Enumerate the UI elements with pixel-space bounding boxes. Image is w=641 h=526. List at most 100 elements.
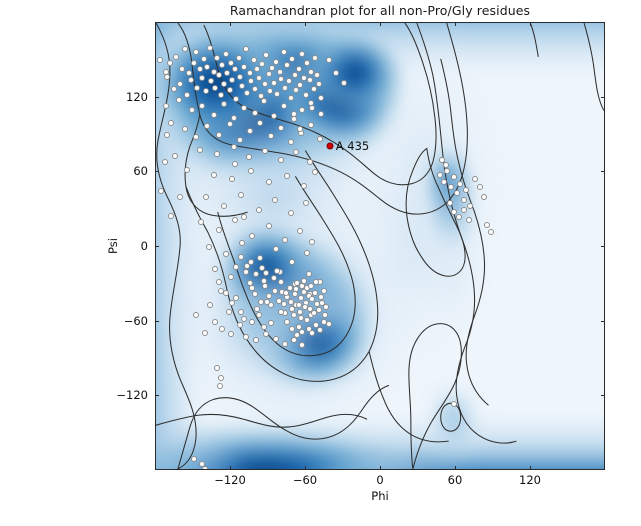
scatter-point (203, 88, 209, 95)
scatter-point (220, 100, 227, 107)
scatter-point (215, 72, 222, 79)
scatter-point (270, 79, 277, 86)
scatter-point (250, 57, 257, 64)
scatter-point (318, 293, 324, 300)
scatter-point (229, 77, 236, 84)
scatter-point (208, 78, 214, 85)
scatter-point (308, 68, 314, 75)
scatter-point (263, 331, 269, 338)
scatter-point (315, 80, 322, 87)
scatter-point (268, 319, 274, 326)
scatter-point (274, 90, 281, 97)
scatter-point (281, 341, 288, 348)
scatter-point (265, 222, 272, 229)
highlighted-residue-marker[interactable] (326, 142, 334, 150)
scatter-point (238, 308, 244, 315)
scatter-point (271, 196, 278, 203)
scatter-point (270, 113, 277, 120)
scatter-point (206, 44, 213, 51)
scatter-point (236, 136, 243, 143)
scatter-point (300, 288, 307, 295)
scatter-point (273, 336, 279, 343)
scatter-point (246, 69, 253, 76)
scatter-point (304, 59, 311, 66)
scatter-point (214, 150, 221, 157)
scatter-point (288, 298, 294, 305)
x-tick-top (530, 22, 531, 26)
scatter-point (315, 307, 322, 314)
scatter-point (278, 124, 284, 131)
scatter-point (293, 149, 299, 156)
plot-area[interactable]: A 435 (155, 22, 605, 470)
x-tick-label: 60 (447, 473, 463, 487)
scatter-point (333, 69, 339, 76)
scatter-point (231, 66, 238, 73)
scatter-point (243, 268, 249, 275)
scatter-point (325, 321, 332, 328)
scatter-point (309, 239, 316, 246)
scatter-point (299, 328, 306, 335)
scatter-point (311, 54, 318, 61)
y-tick-label: −60 (123, 313, 148, 328)
scatter-point (291, 72, 298, 79)
scatter-point (240, 63, 247, 70)
scatter-point (226, 87, 233, 94)
scatter-point (243, 46, 249, 53)
scatter-point (270, 275, 277, 282)
scatter-point (239, 240, 246, 247)
scatter-point (211, 266, 218, 273)
scatter-point (164, 73, 171, 80)
scatter-point (206, 302, 213, 309)
x-tick-label: 0 (376, 473, 384, 487)
scatter-point (256, 119, 263, 126)
y-tick (155, 395, 159, 397)
scatter-point (311, 169, 318, 176)
scatter-point (456, 180, 463, 187)
scatter-point (463, 186, 469, 193)
scatter-point (220, 202, 227, 209)
scatter-point (289, 56, 296, 63)
scatter-point (265, 179, 272, 186)
x-tick (230, 466, 231, 470)
scatter-point (240, 214, 247, 221)
scatter-point (170, 85, 177, 92)
scatter-point (290, 337, 297, 344)
scatter-point (226, 120, 233, 127)
scatter-point (460, 196, 467, 203)
scatter-point (306, 77, 313, 84)
scatter-point (298, 295, 304, 302)
scatter-point (314, 301, 321, 308)
scatter-point (261, 80, 268, 87)
scatter-point (450, 209, 457, 216)
scatter-point (256, 255, 263, 262)
scatter-point (261, 148, 268, 155)
x-tick (305, 466, 306, 470)
scatter-point (285, 78, 292, 85)
scatter-point (236, 322, 243, 329)
scatter-point (243, 333, 249, 340)
scatter-point (265, 292, 272, 299)
scatter-point (306, 306, 313, 313)
scatter-point (288, 210, 294, 217)
scatter-point (283, 290, 289, 297)
scatter-point (210, 112, 217, 119)
scatter-point (235, 54, 242, 61)
y-tick-right (601, 96, 605, 98)
annotation-layer: A 435 (156, 23, 604, 469)
scatter-point (265, 71, 272, 78)
scatter-point (293, 286, 299, 293)
scatter-point (200, 56, 207, 63)
scatter-point (240, 316, 247, 323)
scatter-point (293, 87, 299, 94)
scatter-point (305, 326, 312, 333)
scatter-point (488, 229, 494, 236)
scatter-point (314, 72, 321, 79)
scatter-point (440, 179, 447, 186)
scatter-point (281, 84, 288, 91)
scatter-point (446, 200, 453, 207)
scatter-point (290, 312, 297, 319)
scatter-point (166, 59, 173, 66)
highlighted-residue-label: A 435 (335, 139, 370, 154)
y-tick-label: 0 (140, 239, 148, 253)
scatter-point (321, 312, 328, 319)
